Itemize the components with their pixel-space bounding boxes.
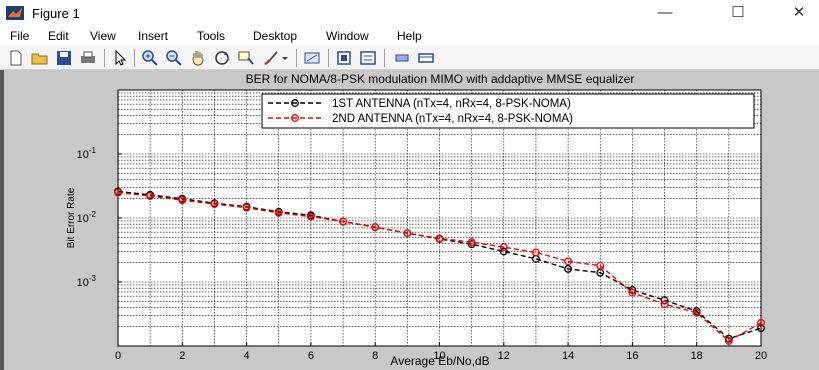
- minimize-button[interactable]: —: [657, 4, 673, 21]
- menu-tools[interactable]: Tools: [197, 29, 226, 43]
- x-tick-label: 2: [179, 350, 185, 362]
- series-line-2: [117, 191, 762, 342]
- series-1-point: [757, 324, 765, 333]
- y-tick-label: 10-3: [77, 274, 97, 289]
- new-figure-icon[interactable]: [6, 48, 26, 68]
- legend-icon[interactable]: [358, 48, 378, 68]
- window-title: Figure 1: [32, 6, 80, 21]
- x-tick-label: 6: [308, 350, 314, 362]
- y-axis-label: Bit Error Rate: [66, 187, 77, 248]
- series-2-point: [628, 288, 637, 297]
- x-axis-label: Average Eb/No,dB: [390, 354, 489, 368]
- show-plot-tools-icon[interactable]: [416, 48, 436, 68]
- series-1-point: [499, 247, 508, 256]
- zoom-in-icon[interactable]: [140, 48, 160, 68]
- x-tick-label: 8: [372, 350, 378, 362]
- series-2-point: [532, 248, 540, 257]
- link-plot-icon[interactable]: [302, 48, 322, 68]
- legend[interactable]: 1ST ANTENNA (nTx=4, nRx=4, 8-PSK-NOMA) 2N…: [261, 93, 755, 129]
- menu-insert[interactable]: Insert: [138, 29, 169, 43]
- menu-bar: File Edit View Insert Tools Desktop Wind…: [0, 26, 819, 46]
- x-tick-label: 4: [244, 350, 250, 362]
- maximize-button[interactable]: ☐: [731, 4, 745, 21]
- x-tick-label: 16: [626, 350, 638, 362]
- series-2-point: [274, 208, 283, 217]
- series-2-point: [564, 257, 573, 266]
- series-1-point: [564, 264, 573, 273]
- brush-dropdown-icon[interactable]: [280, 48, 290, 68]
- save-icon[interactable]: [54, 48, 74, 68]
- close-button[interactable]: ✕: [792, 4, 806, 21]
- menu-desktop[interactable]: Desktop: [253, 29, 298, 43]
- chart-title: BER for NOMA/8-PSK modulation MIMO with …: [246, 72, 635, 86]
- series-2-point: [146, 192, 155, 201]
- series-2-point: [371, 223, 380, 232]
- rotate-3d-icon[interactable]: [212, 48, 232, 68]
- series-2-point: [757, 318, 765, 327]
- hide-plot-tools-icon[interactable]: [392, 48, 412, 68]
- menu-window[interactable]: Window: [326, 29, 369, 43]
- y-tick-labels: 10-1 10-2 10-3: [77, 146, 122, 289]
- x-tick-label: 20: [755, 350, 767, 362]
- series-2-point: [435, 234, 444, 243]
- series-2-point: [403, 229, 412, 238]
- series-2-point: [242, 203, 251, 212]
- figure-toolbar: [0, 46, 819, 70]
- edit-plot-icon[interactable]: [110, 48, 130, 68]
- pan-icon[interactable]: [188, 48, 208, 68]
- grid-lines: [118, 90, 761, 346]
- menu-help[interactable]: Help: [397, 29, 422, 43]
- series-2-point: [499, 243, 508, 252]
- open-file-icon[interactable]: [30, 48, 50, 68]
- title-bar[interactable]: Figure 1 — ☐ ✕: [0, 0, 819, 26]
- x-tick-label: 0: [115, 350, 121, 362]
- series-line-1: [117, 190, 762, 340]
- zoom-out-icon[interactable]: [164, 48, 184, 68]
- series-2-point: [596, 261, 605, 270]
- x-tick-label: 14: [562, 350, 574, 362]
- y-tick-label: 10-1: [77, 146, 97, 161]
- data-series: [114, 187, 765, 345]
- data-cursor-icon[interactable]: [236, 48, 256, 68]
- legend-label-1: 1ST ANTENNA (nTx=4, nRx=4, 8-PSK-NOMA): [332, 98, 571, 110]
- x-tick-label: 12: [498, 350, 510, 362]
- matlab-logo-icon: [6, 6, 24, 20]
- menu-view[interactable]: View: [90, 29, 116, 43]
- series-2-point: [339, 217, 347, 226]
- menu-file[interactable]: File: [10, 29, 30, 43]
- y-tick-label: 10-2: [77, 210, 97, 225]
- series-2-point: [724, 336, 733, 345]
- x-tick-label: 18: [691, 350, 703, 362]
- series-2-point: [306, 212, 315, 221]
- colorbar-icon[interactable]: [334, 48, 354, 68]
- legend-box[interactable]: [261, 93, 755, 129]
- x-tick-label: 10: [433, 350, 445, 362]
- legend-marker-1: [291, 99, 299, 107]
- series-2-point: [467, 238, 476, 247]
- print-icon[interactable]: [78, 48, 98, 68]
- ber-plot[interactable]: BER for NOMA/8-PSK modulation MIMO with …: [0, 70, 819, 370]
- window-left-border: [0, 70, 4, 370]
- legend-marker-2: [291, 114, 299, 122]
- series-2-point: [210, 200, 219, 209]
- series-2-point: [660, 300, 669, 309]
- series-2-point: [114, 188, 122, 197]
- series-2-point: [692, 308, 701, 317]
- legend-label-2: 2ND ANTENNA (nTx=4, nRx=4, 8-PSK-NOMA): [332, 113, 573, 125]
- x-tick-labels: 0 2 4 6 8 10 12 14 16 18 20: [115, 342, 767, 362]
- series-2-point: [178, 196, 187, 205]
- brush-icon[interactable]: [260, 48, 280, 68]
- menu-edit[interactable]: Edit: [48, 29, 69, 43]
